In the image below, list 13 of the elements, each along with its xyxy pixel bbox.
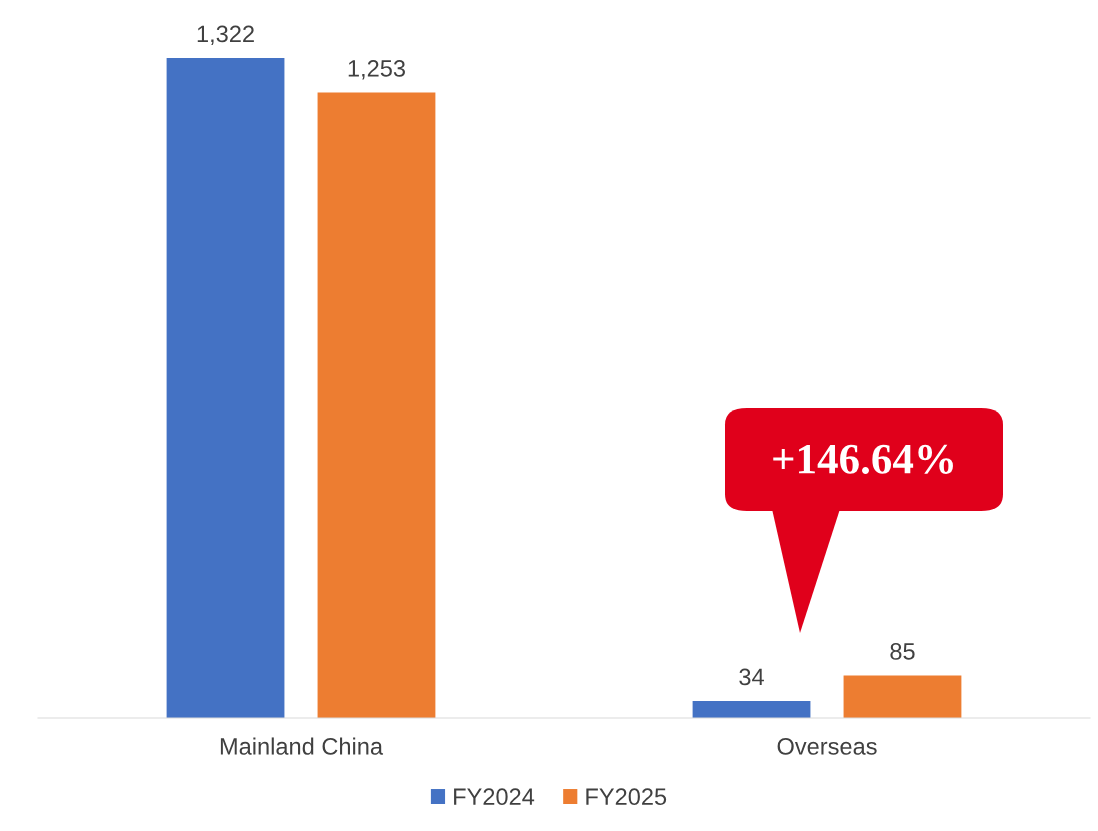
data-label: 85 bbox=[890, 643, 915, 660]
annotation: +146.64% bbox=[773, 444, 953, 474]
bar bbox=[692, 701, 811, 718]
bar bbox=[317, 92, 436, 718]
legend-label: FY2025 bbox=[586, 788, 667, 806]
data-label: 34 bbox=[739, 668, 764, 686]
legend-label: FY2024 bbox=[454, 788, 535, 806]
x-tick-label: Overseas bbox=[777, 738, 877, 755]
x-tick-label: Mainland China bbox=[220, 737, 384, 755]
data-label: 1,322 bbox=[197, 25, 254, 46]
bar bbox=[843, 675, 962, 718]
bar bbox=[166, 58, 285, 718]
data-label: 1,253 bbox=[348, 60, 405, 80]
